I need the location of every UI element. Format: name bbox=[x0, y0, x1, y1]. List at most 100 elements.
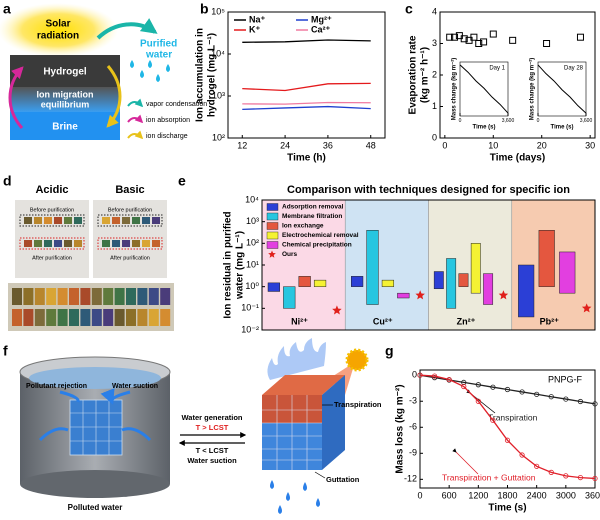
x-tick-label: 3600 bbox=[585, 490, 600, 500]
swatch bbox=[80, 309, 91, 326]
x-tick-label: 30 bbox=[585, 140, 595, 150]
water-surface bbox=[29, 367, 161, 389]
absorption-arrow bbox=[8, 66, 24, 129]
swatch bbox=[12, 309, 22, 326]
range-bar bbox=[397, 292, 410, 299]
y-tick-label: -12 bbox=[404, 474, 417, 484]
y-axis-label: (kg m⁻² h⁻¹) bbox=[420, 47, 431, 103]
series-marker bbox=[592, 401, 598, 407]
label: Pollutant rejection bbox=[26, 383, 87, 390]
x-tick-label: 12 bbox=[237, 140, 247, 150]
range-bar bbox=[470, 243, 481, 294]
swatch bbox=[69, 309, 79, 326]
panel-f: f Pollutant rejection Water suction Poll… bbox=[3, 338, 382, 514]
legend-label: Na⁺ bbox=[249, 14, 266, 24]
x-tick-label: 1800 bbox=[497, 490, 517, 500]
x-tick-label: 0 bbox=[417, 490, 422, 500]
droplets bbox=[270, 480, 320, 514]
star-mark bbox=[498, 290, 509, 300]
legend-label: Ours bbox=[282, 251, 298, 258]
series-line bbox=[242, 105, 371, 111]
label: Polluted water bbox=[68, 503, 123, 512]
legend-label: Chemical precipitation bbox=[282, 242, 352, 249]
swatch bbox=[102, 217, 110, 224]
vapor-arrow bbox=[96, 18, 158, 40]
star-mark bbox=[581, 303, 592, 313]
dotted-box bbox=[97, 214, 163, 227]
cube-side bbox=[322, 375, 345, 470]
swatch bbox=[64, 240, 72, 247]
chart-title: Comparison with techniques designed for … bbox=[287, 184, 570, 196]
swatch bbox=[103, 288, 114, 305]
swatch bbox=[152, 217, 160, 224]
brine-layer bbox=[10, 112, 120, 140]
column-title: Basic bbox=[115, 184, 144, 196]
legend-swatch bbox=[268, 250, 276, 258]
y-tick-label: 10³ bbox=[246, 216, 259, 226]
swatch bbox=[80, 288, 91, 305]
cube-top bbox=[262, 375, 345, 395]
swatch bbox=[23, 309, 34, 326]
label: T > LCST bbox=[196, 423, 229, 432]
legend-label: Ca²⁺ bbox=[311, 24, 331, 34]
category-band bbox=[344, 199, 429, 331]
swatch bbox=[126, 309, 136, 326]
swatch bbox=[34, 217, 42, 224]
category-label: Ni²⁺ bbox=[291, 316, 308, 326]
y-tick-label: 4 bbox=[432, 6, 437, 16]
swatches bbox=[12, 217, 171, 326]
x-tick-label: 2400 bbox=[527, 490, 547, 500]
swatch bbox=[44, 217, 52, 224]
star-mark bbox=[415, 290, 425, 300]
legend-label: Membrane filtration bbox=[282, 213, 342, 220]
migration-text: Ion migration bbox=[37, 89, 94, 99]
range-bar bbox=[538, 230, 555, 287]
series-marker bbox=[490, 417, 496, 423]
label: Transpiration bbox=[334, 400, 382, 409]
legend-swatch bbox=[266, 231, 279, 240]
range-bar bbox=[351, 276, 364, 287]
panel-label: d bbox=[3, 173, 12, 189]
swatch bbox=[126, 288, 136, 305]
range-bar bbox=[518, 264, 535, 318]
panel-label: f bbox=[3, 343, 8, 359]
category-label: Cu²⁺ bbox=[373, 316, 393, 326]
swatch bbox=[152, 240, 160, 247]
series-marker bbox=[592, 475, 598, 482]
series-marker bbox=[519, 452, 525, 458]
series-marker bbox=[446, 376, 452, 383]
point bbox=[446, 33, 454, 41]
dotted-box bbox=[19, 237, 85, 250]
legend-text: ion absorption bbox=[146, 117, 190, 124]
paper bbox=[93, 200, 167, 278]
x-tick-label: 10 bbox=[488, 140, 498, 150]
x-axis-label: Time (s) bbox=[473, 125, 496, 131]
paper-text: After purification bbox=[110, 255, 150, 261]
swatch bbox=[34, 288, 45, 305]
y-tick-label: 10⁻² bbox=[241, 324, 259, 334]
paper-text: Before purification bbox=[30, 207, 74, 213]
legend-icon bbox=[127, 98, 144, 108]
point bbox=[509, 36, 517, 44]
swatch bbox=[122, 240, 130, 247]
star-mark bbox=[332, 305, 342, 315]
swatch bbox=[137, 288, 148, 305]
swatch bbox=[148, 309, 159, 326]
legend-label: Adsorption removal bbox=[282, 204, 344, 211]
category-label: Zn²⁺ bbox=[457, 316, 476, 326]
legend-swatch bbox=[266, 212, 279, 221]
y-axis-label: Ion accumulation in bbox=[195, 28, 206, 122]
y-tick-label: 10¹ bbox=[246, 259, 259, 269]
range-bar bbox=[267, 282, 280, 292]
swatch bbox=[69, 288, 79, 305]
paper-text: After purification bbox=[32, 255, 72, 261]
x-tick-label: 3,600 bbox=[502, 118, 515, 124]
series-marker bbox=[461, 383, 467, 390]
series-marker bbox=[431, 373, 438, 379]
swatch bbox=[54, 217, 62, 224]
swatch bbox=[57, 288, 68, 305]
swatch bbox=[112, 217, 120, 224]
label: T < LCST bbox=[196, 446, 229, 455]
inset-title: Day 28 bbox=[564, 66, 584, 72]
series-marker bbox=[475, 398, 481, 404]
